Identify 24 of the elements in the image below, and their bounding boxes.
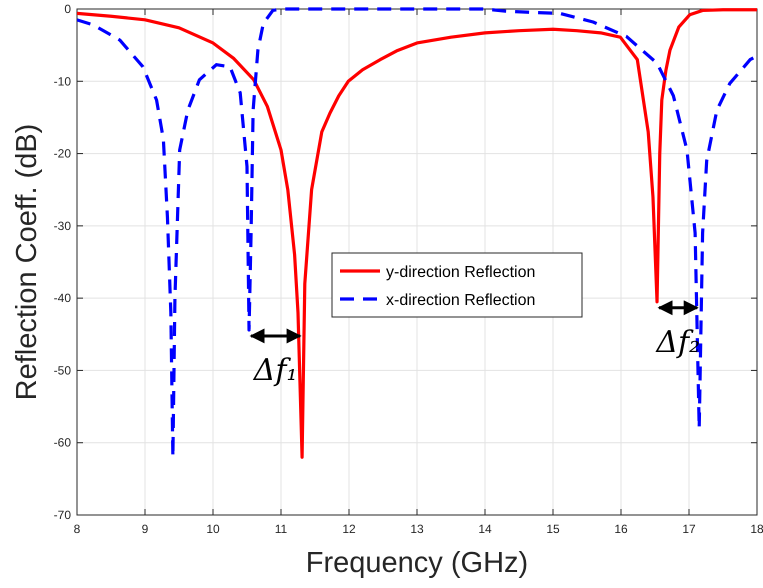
x-tick-label: 15 [546, 522, 560, 536]
annotation: Δf₁ [252, 352, 298, 388]
x-tick-label: 12 [342, 522, 356, 536]
y-tick-label: 0 [64, 2, 72, 16]
y-tick-label: -60 [54, 436, 72, 450]
x-tick-label: 17 [682, 522, 696, 536]
y-tick-label: -20 [54, 146, 72, 161]
y-tick-label: -30 [54, 218, 72, 233]
legend-label: y-direction Reflection [386, 264, 536, 281]
y-tick-label: -50 [54, 363, 72, 378]
x-tick-label: 13 [410, 522, 424, 536]
y-tick-label: -40 [54, 291, 72, 306]
y-tick-label: -10 [54, 74, 72, 88]
y-tick-label: -70 [54, 508, 72, 522]
x-tick-label: 8 [74, 522, 81, 536]
x-tick-label: 9 [142, 522, 149, 536]
x-tick-label: 11 [274, 522, 288, 536]
y-axis-title: Reflection Coeff. (dB) [11, 124, 43, 400]
x-axis-title: Frequency (GHz) [306, 547, 528, 579]
x-tick-label: 14 [478, 522, 492, 536]
legend-label: x-direction Reflection [386, 292, 536, 309]
x-tick-label: 16 [614, 522, 628, 536]
x-tick-label: 18 [750, 522, 763, 536]
x-tick-label: 10 [206, 522, 220, 536]
